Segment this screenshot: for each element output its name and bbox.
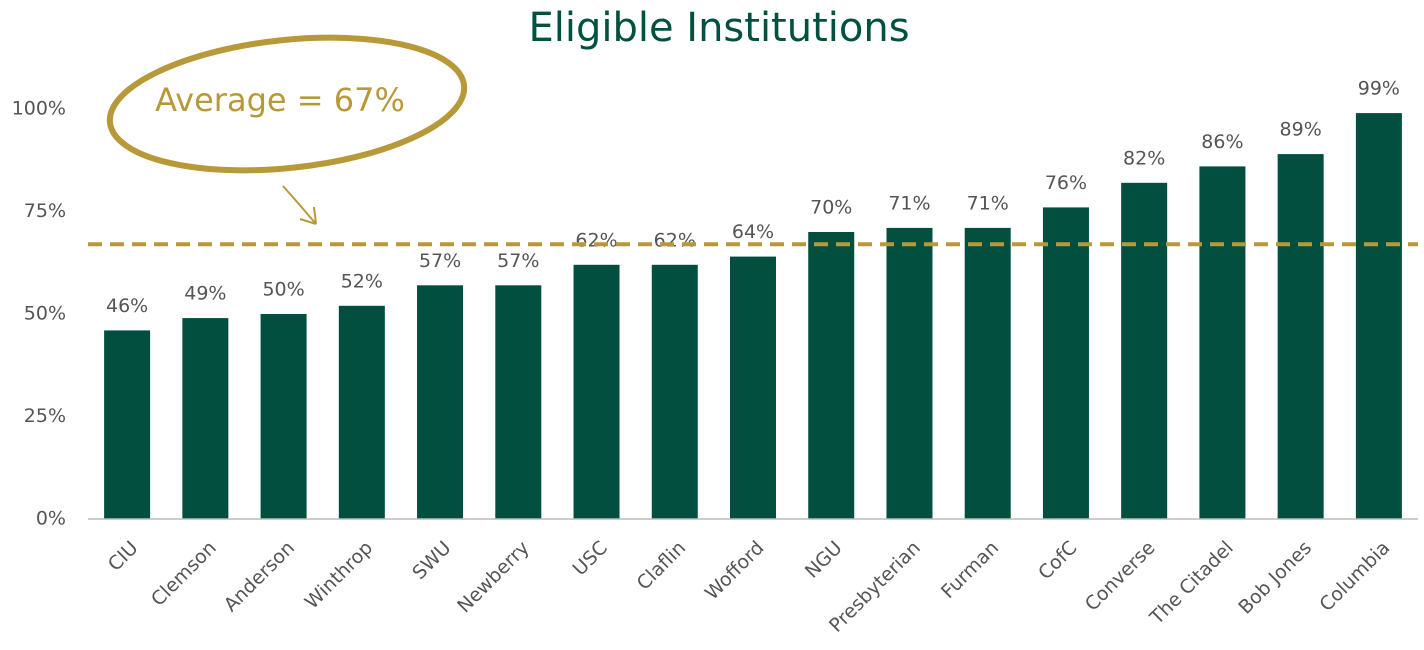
y-tick-label: 0% [36,508,66,530]
x-tick-label: USC [569,537,612,580]
bar [104,330,151,519]
bar [730,256,776,519]
x-tick-label: The Citadel [1145,537,1238,630]
bar [495,285,542,519]
x-tick-label: Wofford [701,537,769,605]
y-tick-label: 50% [24,303,66,325]
value-label: 46% [106,295,148,317]
value-label: 49% [184,283,226,305]
bar [338,305,385,519]
value-label: 71% [888,192,930,214]
x-tick-label: Converse [1081,537,1160,616]
bar [417,285,464,519]
bar [1199,166,1246,519]
bar [651,264,698,519]
bar [964,227,1011,519]
value-label: 64% [732,221,774,243]
x-tick-label: Newberry [453,537,533,617]
y-tick-label: 100% [12,98,66,120]
x-tick-label: Claflin [633,537,691,595]
x-tick-label: Bob Jones [1234,537,1316,619]
bar [1042,207,1089,519]
bar [1277,154,1324,519]
x-tick-label: NGU [801,537,847,583]
bar [1121,182,1168,520]
y-tick-label: 75% [24,200,66,222]
bar [886,227,933,519]
annotation-arrow [282,185,317,225]
bar [260,314,307,519]
value-label: 52% [341,270,383,292]
x-tick-label: SWU [408,537,455,584]
x-tick-label: Winthrop [301,537,378,614]
x-tick-label: Furman [937,537,1003,603]
bar [808,232,855,519]
x-tick-label: Clemson [147,537,221,611]
value-label: 57% [497,250,539,272]
value-label: 70% [810,197,852,219]
value-label: 57% [419,250,461,272]
annotation-circle [106,34,468,174]
y-tick-label: 25% [24,405,66,427]
value-label: 71% [967,192,1009,214]
bar [1355,113,1402,519]
value-label: 62% [575,229,617,251]
x-tick-label: CIU [104,537,143,576]
value-label: 76% [1045,172,1087,194]
value-label: 82% [1123,147,1165,169]
value-label: 50% [262,279,304,301]
x-tick-label: Columbia [1315,537,1394,616]
bar [182,318,229,519]
chart-title: Eligible Institutions [528,5,909,51]
average-label: Average = 67% [155,81,405,119]
x-tick-label: CofC [1034,537,1081,584]
value-label: 86% [1201,131,1243,153]
value-label: 99% [1358,78,1400,100]
x-tick-label: Anderson [220,537,299,616]
bar [573,264,620,519]
value-label: 89% [1280,119,1322,141]
value-label: 62% [654,229,696,251]
